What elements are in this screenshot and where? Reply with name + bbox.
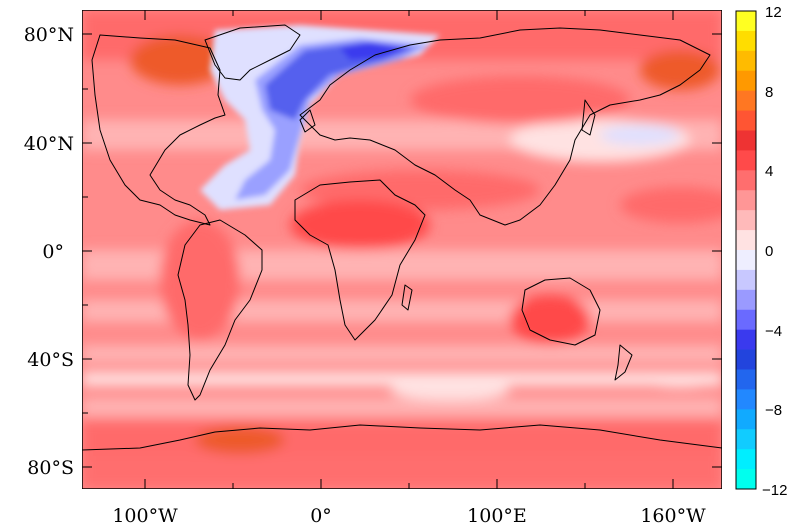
longitude-labels: 100°W 0° 100°E 160°W bbox=[112, 505, 706, 527]
map-panel bbox=[82, 10, 722, 489]
colorbar-swatch bbox=[736, 210, 756, 231]
coast-north-america bbox=[91, 34, 226, 226]
colorbar-label-12: 12 bbox=[765, 4, 782, 21]
lat-label-40s: 40°S bbox=[27, 349, 74, 371]
coast-new-zealand bbox=[614, 344, 633, 381]
colorbar-labels: 12 8 4 0 −4 −8 −12 bbox=[762, 4, 787, 499]
colorbar-swatch bbox=[736, 369, 756, 390]
lat-label-80n: 80°N bbox=[24, 24, 74, 46]
coast-africa bbox=[294, 179, 426, 341]
lat-label-eq: 0° bbox=[42, 241, 64, 263]
lon-label-0: 0° bbox=[310, 505, 332, 527]
colorbar-swatch bbox=[736, 90, 756, 112]
field-bands bbox=[82, 10, 722, 489]
coast-uk bbox=[299, 109, 316, 133]
colorbar: 12 8 4 0 −4 −8 −12 bbox=[735, 4, 787, 499]
colorbar-swatch bbox=[736, 349, 756, 370]
colorbar-swatch bbox=[736, 170, 756, 191]
colorbar-swatch bbox=[736, 329, 756, 351]
coast-australia bbox=[521, 277, 601, 346]
axis-ticks bbox=[82, 10, 722, 489]
coast-eurasia bbox=[299, 27, 711, 226]
colorbar-swatch bbox=[736, 289, 756, 311]
colorbar-swatch bbox=[736, 70, 756, 92]
coast-madagascar bbox=[401, 284, 413, 311]
colorbar-label-0: 0 bbox=[765, 243, 773, 260]
colorbar-label-8: 8 bbox=[765, 84, 773, 101]
coast-south-america bbox=[177, 219, 263, 401]
colorbar-swatch bbox=[736, 11, 756, 32]
colorbar-swatch bbox=[736, 50, 756, 72]
colorbar-swatch bbox=[736, 190, 756, 211]
coastlines bbox=[82, 24, 722, 451]
colorbar-swatch bbox=[736, 429, 756, 450]
colorbar-swatch bbox=[736, 30, 756, 52]
colorbar-swatch bbox=[736, 250, 756, 271]
latitude-labels: 80°N 40°N 0° 40°S 80°S bbox=[24, 24, 74, 479]
colorbar-label-neg12: −12 bbox=[762, 482, 787, 499]
colorbar-swatch bbox=[736, 449, 756, 470]
lon-label-160w: 160°W bbox=[640, 505, 706, 527]
lon-label-100w: 100°W bbox=[112, 505, 178, 527]
lat-label-80s: 80°S bbox=[27, 457, 74, 479]
cold-anomaly bbox=[200, 25, 440, 210]
colorbar-swatch bbox=[736, 130, 756, 151]
coast-greenland bbox=[204, 24, 301, 81]
colorbar-swatch bbox=[736, 469, 756, 490]
lat-label-40n: 40°N bbox=[24, 133, 74, 155]
colorbar-swatch bbox=[736, 409, 756, 430]
colorbar-swatch bbox=[736, 230, 756, 251]
colorbar-frame bbox=[735, 10, 757, 490]
colorbar-swatch bbox=[736, 309, 756, 331]
colorbar-swatch bbox=[736, 269, 756, 291]
colorbar-swatch bbox=[736, 150, 756, 171]
colorbar-label-4: 4 bbox=[765, 163, 773, 180]
colorbar-swatch bbox=[736, 389, 756, 410]
colorbar-swatches bbox=[736, 11, 756, 490]
colorbar-label-neg8: −8 bbox=[765, 402, 782, 419]
colorbar-label-neg4: −4 bbox=[765, 323, 782, 340]
colorbar-swatch bbox=[736, 110, 756, 131]
coast-antarctica bbox=[82, 424, 722, 451]
coast-japan bbox=[581, 99, 596, 136]
lon-label-100e: 100°E bbox=[467, 505, 527, 527]
